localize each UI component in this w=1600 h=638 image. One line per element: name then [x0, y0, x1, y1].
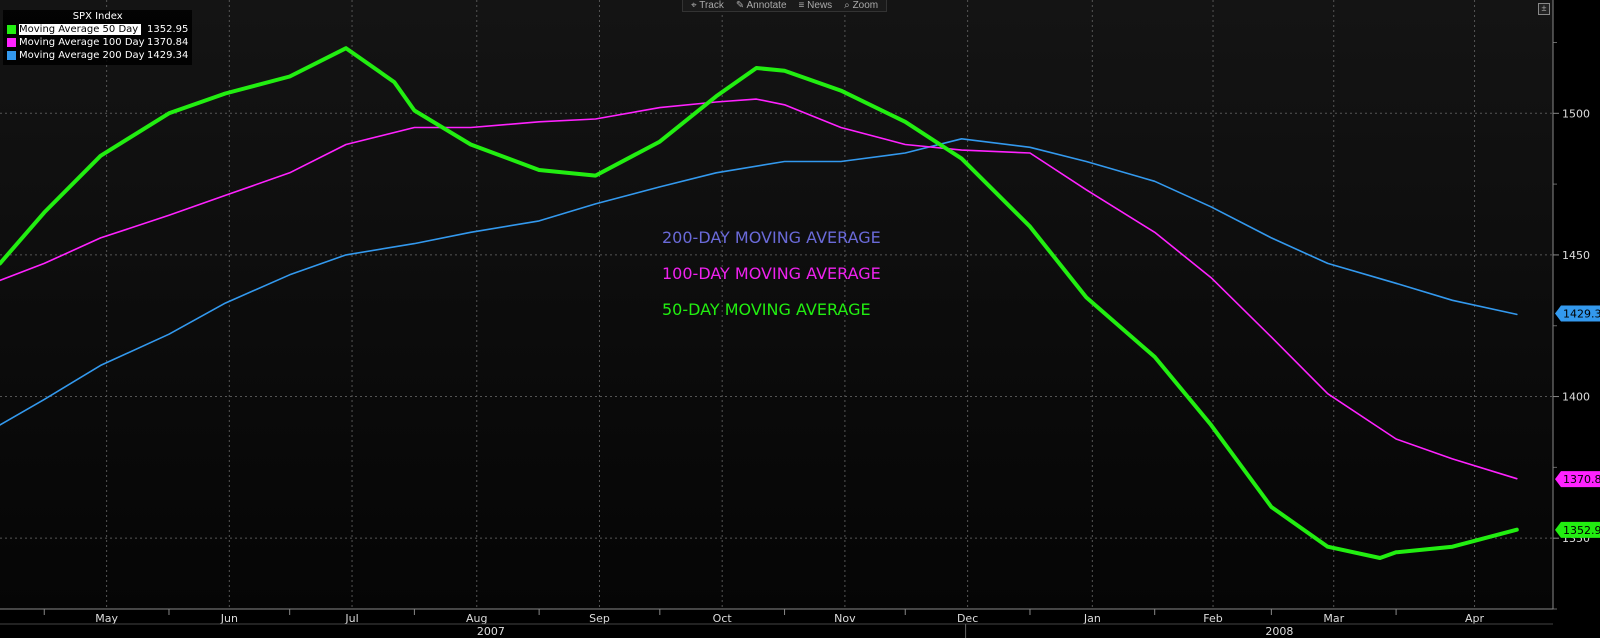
- legend-swatch: [7, 38, 16, 47]
- resize-button[interactable]: ±: [1538, 3, 1550, 15]
- year-label: 2007: [477, 625, 505, 638]
- x-tick-label: Mar: [1323, 612, 1344, 625]
- year-label: 2008: [1265, 625, 1293, 638]
- last-value-tag-shape: [1555, 471, 1600, 488]
- legend-item-ma200[interactable]: Moving Average 200 Day 1429.34: [7, 49, 188, 62]
- chart-legend: SPX Index Moving Average 50 Day 1352.95 …: [3, 10, 193, 65]
- x-tick-label: Jul: [344, 612, 358, 625]
- track-button[interactable]: ⌖ Track: [691, 0, 724, 11]
- crosshair-icon: ⌖: [691, 0, 700, 11]
- legend-item-value: 1429.34: [147, 50, 189, 61]
- legend-item-name: Moving Average 200 Day: [19, 50, 145, 61]
- series-layer: [0, 46, 1519, 560]
- resize-icon: ±: [1541, 3, 1547, 13]
- x-tick-label: Oct: [713, 612, 733, 625]
- pencil-icon: ✎: [735, 0, 747, 11]
- value-tags: 1429.34 1370.84 1352.95: [1555, 305, 1600, 538]
- legend-item-name: Moving Average 50 Day: [19, 24, 141, 35]
- last-value-tag-shape: [1555, 305, 1600, 322]
- legend-item-value: 1370.84: [147, 37, 189, 48]
- news-button[interactable]: ≡ News: [798, 0, 833, 11]
- x-tick-label: Jun: [220, 612, 238, 625]
- legend-swatch: [7, 51, 16, 60]
- annotation-200-day: 200-DAY MOVING AVERAGE: [662, 228, 881, 247]
- magnifier-icon: ⌕: [844, 0, 853, 11]
- series-line: [0, 138, 1518, 426]
- legend-title: SPX Index: [72, 11, 123, 22]
- last-value-tag-label: 1429.34: [1563, 307, 1600, 320]
- series-line: [0, 46, 1519, 560]
- legend-item-value: 1352.95: [147, 24, 189, 35]
- legend-swatch: [7, 25, 16, 34]
- y-tick-label: 1400: [1562, 391, 1590, 404]
- x-tick-label: Apr: [1465, 612, 1485, 625]
- legend-item-ma100[interactable]: Moving Average 100 Day 1370.84: [7, 36, 188, 49]
- plot-background: [0, 0, 1553, 609]
- legend-item-name: Moving Average 100 Day: [19, 37, 145, 48]
- x-tick-label: Sep: [589, 612, 610, 625]
- legend-item-ma50[interactable]: Moving Average 50 Day 1352.95: [7, 23, 188, 36]
- last-value-tag-label: 1370.84: [1563, 473, 1600, 486]
- y-tick-label: 1500: [1562, 107, 1590, 120]
- series-line: [0, 98, 1518, 480]
- last-value-tag-shape: [1555, 521, 1600, 538]
- chart-toolbar: ⌖ Track ✎ Annotate ≡ News ⌕ Zoom: [682, 0, 888, 12]
- x-tick-label: Aug: [466, 612, 487, 625]
- x-tick-label: Feb: [1203, 612, 1222, 625]
- list-icon: ≡: [798, 0, 808, 11]
- last-value-tag-label: 1352.95: [1563, 524, 1600, 537]
- annotation-50-day: 50-DAY MOVING AVERAGE: [662, 300, 871, 319]
- last-value-tag: 1352.95: [1555, 521, 1600, 538]
- x-tick-label: Dec: [957, 612, 978, 625]
- y-tick-label: 1450: [1562, 249, 1590, 262]
- x-tick-label: May: [95, 612, 118, 625]
- last-value-tag: 1370.84: [1555, 471, 1600, 488]
- annotate-button[interactable]: ✎ Annotate: [735, 0, 787, 11]
- annotation-100-day: 100-DAY MOVING AVERAGE: [662, 264, 881, 283]
- last-value-tag: 1429.34: [1555, 305, 1600, 322]
- x-tick-label: Nov: [834, 612, 856, 625]
- zoom-button[interactable]: ⌕ Zoom: [844, 0, 879, 11]
- x-tick-label: Jan: [1083, 612, 1101, 625]
